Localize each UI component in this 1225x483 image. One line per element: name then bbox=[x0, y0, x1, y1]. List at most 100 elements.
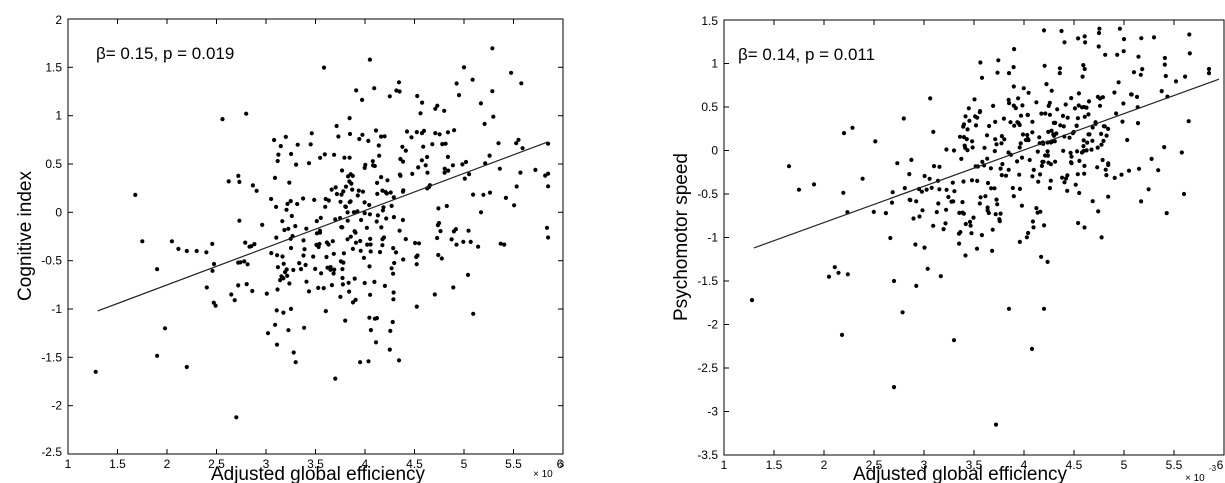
scatter-point bbox=[1080, 74, 1085, 79]
scatter-point bbox=[1060, 175, 1065, 180]
scatter-point bbox=[1034, 206, 1039, 211]
scatter-point bbox=[951, 338, 957, 343]
x-tick-label: 4 bbox=[1021, 458, 1028, 472]
scatter-point bbox=[272, 137, 277, 143]
scatter-point bbox=[950, 180, 955, 185]
scatter-point bbox=[375, 191, 380, 196]
scatter-point bbox=[339, 225, 344, 230]
scatter-point bbox=[964, 137, 969, 142]
x-tick-label: 4.5 bbox=[406, 457, 423, 471]
scatter-point bbox=[1089, 147, 1094, 152]
scatter-point bbox=[400, 159, 406, 164]
scatter-point bbox=[491, 114, 496, 119]
scatter-point bbox=[957, 210, 962, 215]
x-tick-label: 2 bbox=[164, 457, 171, 471]
scatter-point bbox=[961, 179, 966, 184]
scatter-point bbox=[297, 261, 302, 266]
scatter-point bbox=[445, 154, 450, 159]
scatter-point bbox=[176, 246, 181, 251]
scatter-point bbox=[433, 106, 438, 111]
scatter-point bbox=[314, 219, 319, 224]
scatter-point bbox=[1121, 101, 1126, 106]
scatter-point bbox=[274, 204, 279, 209]
scatter-point bbox=[944, 207, 949, 212]
scatter-point bbox=[1047, 112, 1052, 117]
scatter-point bbox=[362, 211, 367, 216]
scatter-point bbox=[1082, 163, 1087, 168]
scatter-point bbox=[433, 131, 438, 136]
scatter-point bbox=[1026, 230, 1031, 236]
x-exponent-power: -3 bbox=[1209, 464, 1217, 473]
scatter-point bbox=[358, 238, 363, 244]
scatter-point bbox=[415, 93, 420, 99]
scatter-point bbox=[234, 415, 239, 420]
scatter-point bbox=[284, 207, 289, 212]
scatter-point bbox=[362, 200, 367, 205]
scatter-point bbox=[1099, 235, 1104, 240]
scatter-point bbox=[264, 291, 269, 296]
scatter-point bbox=[286, 328, 291, 333]
scatter-point bbox=[1010, 185, 1015, 191]
scatter-point bbox=[420, 100, 425, 105]
scatter-point bbox=[951, 148, 957, 153]
scatter-point bbox=[350, 187, 355, 192]
scatter-point bbox=[269, 251, 274, 256]
scatter-point bbox=[436, 221, 442, 226]
y-tick-label: -3.5 bbox=[697, 448, 718, 462]
scatter-point bbox=[339, 192, 344, 197]
scatter-point bbox=[544, 225, 550, 230]
scatter-point bbox=[1121, 49, 1126, 54]
scatter-point bbox=[1018, 141, 1023, 146]
scatter-point bbox=[1086, 132, 1091, 137]
scatter-point bbox=[329, 187, 334, 192]
scatter-point bbox=[1101, 124, 1106, 129]
scatter-point bbox=[450, 163, 455, 168]
scatter-point bbox=[993, 212, 998, 217]
scatter-point bbox=[401, 257, 406, 262]
y-tick-label: -1.5 bbox=[697, 274, 718, 288]
scatter-point bbox=[250, 183, 255, 188]
scatter-point bbox=[1039, 163, 1044, 168]
scatter-point bbox=[350, 300, 356, 305]
scatter-point bbox=[969, 231, 974, 236]
scatter-point bbox=[390, 319, 395, 325]
scatter-point bbox=[306, 289, 312, 294]
scatter-point bbox=[839, 332, 845, 337]
scatter-point bbox=[1039, 254, 1044, 259]
scatter-point bbox=[278, 278, 283, 283]
scatter-point bbox=[368, 236, 373, 241]
scatter-point bbox=[289, 151, 294, 157]
scatter-point bbox=[321, 286, 326, 291]
scatter-point bbox=[304, 226, 309, 231]
scatter-point bbox=[372, 163, 377, 169]
scatter-point bbox=[937, 164, 942, 169]
scatter-point bbox=[487, 190, 493, 195]
scatter-point bbox=[274, 342, 280, 347]
y-tick-label: -2.5 bbox=[41, 445, 62, 459]
scatter-point bbox=[353, 230, 358, 235]
scatter-point bbox=[1159, 89, 1164, 94]
scatter-point bbox=[546, 184, 551, 189]
scatter-point bbox=[211, 261, 217, 267]
scatter-point bbox=[1034, 100, 1039, 105]
scatter-point bbox=[140, 239, 145, 244]
scatter-point bbox=[465, 272, 471, 277]
scatter-point bbox=[374, 219, 379, 224]
scatter-point bbox=[249, 244, 254, 249]
scatter-point bbox=[323, 309, 328, 314]
scatter-point bbox=[502, 242, 507, 247]
scatter-point bbox=[391, 290, 396, 295]
scatter-point bbox=[1096, 30, 1102, 36]
scatter-point bbox=[341, 260, 346, 265]
scatter-point bbox=[914, 283, 919, 288]
scatter-point bbox=[440, 142, 445, 147]
scatter-point bbox=[414, 304, 419, 309]
scatter-point bbox=[362, 280, 367, 286]
scatter-point bbox=[436, 206, 441, 211]
scatter-point bbox=[358, 360, 363, 365]
scatter-point bbox=[1090, 199, 1095, 204]
scatter-point bbox=[282, 227, 287, 233]
scatter-point bbox=[283, 270, 288, 275]
scatter-point bbox=[977, 201, 982, 206]
scatter-point bbox=[365, 242, 370, 247]
